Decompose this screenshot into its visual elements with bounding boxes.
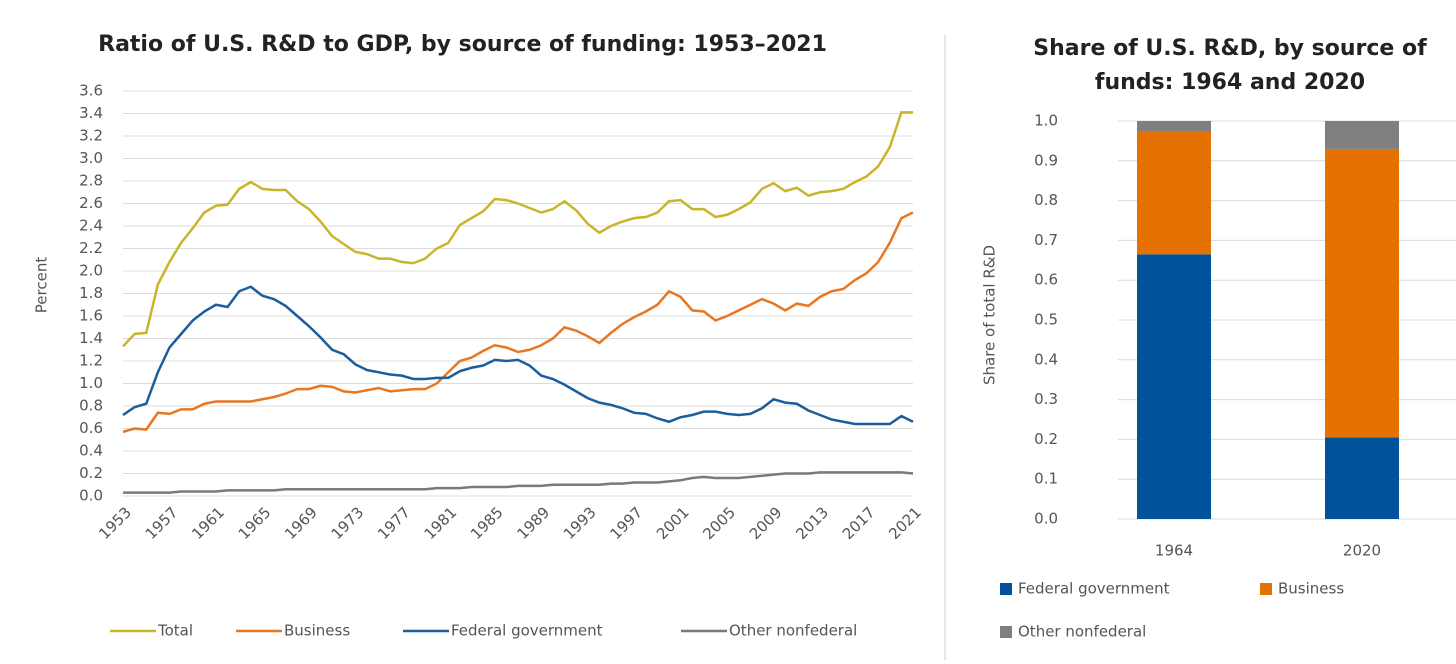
y-axis-label: Percent xyxy=(33,257,51,314)
x-tick-label: 1961 xyxy=(188,503,228,543)
x-tick-label: 1985 xyxy=(467,503,507,543)
legend-label: Total xyxy=(157,622,193,640)
y-tick-label: 2.0 xyxy=(79,262,103,280)
x-tick-label: 1997 xyxy=(606,503,646,543)
line-series xyxy=(122,285,914,426)
y-tick-label: 0.0 xyxy=(79,487,103,505)
y-tick-label: 0.3 xyxy=(1034,390,1058,408)
bar-segment xyxy=(1325,148,1399,438)
line-series xyxy=(123,471,914,494)
chart-title: Share of U.S. R&D, by source of funds: 1… xyxy=(1033,36,1427,95)
x-tick-label: 1965 xyxy=(235,503,275,543)
legend-swatch xyxy=(1000,626,1012,638)
x-tick-label: 1957 xyxy=(142,503,182,543)
x-tick-label: 2001 xyxy=(653,503,693,543)
x-tick-label: 1981 xyxy=(421,503,461,543)
y-tick-label: 0.1 xyxy=(1034,470,1058,488)
y-tick-label: 1.0 xyxy=(1034,112,1058,130)
x-tick-label: 2013 xyxy=(792,503,832,543)
y-tick-label: 0.2 xyxy=(1034,430,1058,448)
y-tick-label: 0.0 xyxy=(1034,510,1058,528)
x-tick-label: 2009 xyxy=(746,503,786,543)
x-tick-label: 1969 xyxy=(281,503,321,543)
y-tick-label: 0.4 xyxy=(1034,350,1058,368)
y-tick-label: 0.6 xyxy=(1034,271,1058,289)
legend-label: Other nonfederal xyxy=(729,622,857,640)
y-tick-label: 1.4 xyxy=(79,329,103,347)
x-tick-label: 1993 xyxy=(560,503,600,543)
x-tick-label: 1964 xyxy=(1155,542,1193,560)
y-tick-label: 3.2 xyxy=(79,127,103,145)
y-tick-label: 0.4 xyxy=(79,442,103,460)
y-tick-label: 2.4 xyxy=(79,217,103,235)
y-tick-label: 1.8 xyxy=(79,284,103,302)
y-tick-label: 0.6 xyxy=(79,419,103,437)
bar-segment xyxy=(1137,254,1211,519)
y-tick-label: 2.8 xyxy=(79,172,103,190)
y-tick-label: 1.0 xyxy=(79,374,103,392)
y-tick-label: 3.0 xyxy=(79,149,103,167)
x-tick-label: 1973 xyxy=(328,503,368,543)
legend-label: Federal government xyxy=(1018,580,1170,598)
y-tick-label: 0.8 xyxy=(79,397,103,415)
y-tick-label: 1.2 xyxy=(79,352,103,370)
y-axis-label: Share of total R&D xyxy=(981,245,999,385)
legend-label: Other nonfederal xyxy=(1018,623,1146,641)
y-tick-label: 3.6 xyxy=(79,82,103,100)
x-tick-label: 2005 xyxy=(699,503,739,543)
line-series xyxy=(122,211,914,434)
legend-swatch xyxy=(1000,583,1012,595)
y-tick-label: 0.2 xyxy=(79,464,103,482)
y-tick-label: 0.8 xyxy=(1034,191,1058,209)
y-tick-label: 2.6 xyxy=(79,194,103,212)
legend-label: Federal government xyxy=(451,622,603,640)
y-tick-label: 0.5 xyxy=(1034,311,1058,329)
bar-segment xyxy=(1325,121,1399,149)
y-tick-label: 1.6 xyxy=(79,307,103,325)
legend-swatch xyxy=(1260,583,1272,595)
x-tick-label: 1977 xyxy=(374,503,414,543)
y-tick-label: 3.4 xyxy=(79,104,103,122)
bar-segment xyxy=(1137,121,1211,131)
x-tick-label: 1989 xyxy=(514,503,554,543)
bar-segment xyxy=(1137,130,1211,255)
y-tick-label: 0.7 xyxy=(1034,231,1058,249)
y-tick-label: 0.9 xyxy=(1034,151,1058,169)
legend-label: Business xyxy=(284,622,350,640)
x-tick-label: 1953 xyxy=(95,503,135,543)
y-tick-label: 2.2 xyxy=(79,239,103,257)
line-series xyxy=(122,111,913,348)
x-tick-label: 2020 xyxy=(1343,542,1381,560)
legend-label: Business xyxy=(1278,580,1344,598)
bar-segment xyxy=(1325,437,1399,519)
chart-title: Ratio of U.S. R&D to GDP, by source of f… xyxy=(98,32,827,57)
x-tick-label: 2021 xyxy=(885,503,925,543)
x-tick-label: 2017 xyxy=(839,503,879,543)
